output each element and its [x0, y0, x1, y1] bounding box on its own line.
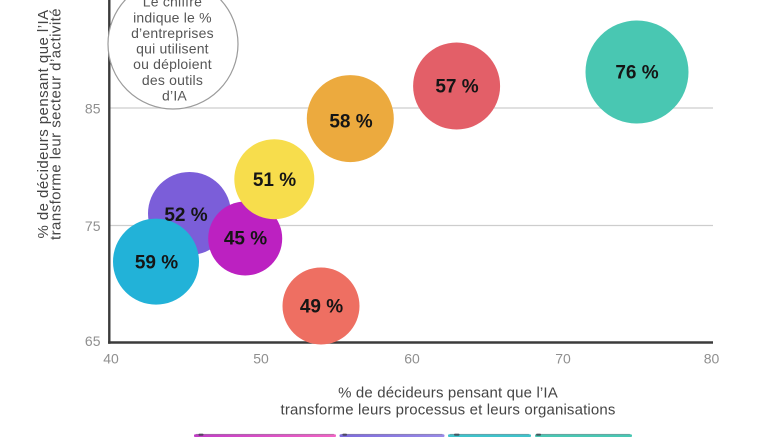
svg-text:59 %: 59 %	[135, 252, 178, 273]
svg-text:40: 40	[103, 351, 119, 367]
svg-text:60: 60	[404, 351, 420, 367]
svg-text:85: 85	[85, 101, 101, 117]
svg-text:% de décideurs pensant que l’I: % de décideurs pensant que l’IA	[35, 9, 52, 238]
svg-text:51 %: 51 %	[253, 170, 296, 191]
svg-text:80: 80	[704, 351, 720, 367]
svg-text:49 %: 49 %	[300, 297, 343, 318]
svg-text:76 %: 76 %	[615, 63, 658, 84]
svg-text:58 %: 58 %	[329, 111, 372, 132]
svg-text:70: 70	[555, 351, 571, 367]
svg-text:75: 75	[85, 218, 101, 234]
svg-text:Le chiffre indique le %: Le chiffre indique le % d’entreprises qu…	[131, 0, 218, 104]
svg-text:transforme leurs processus et: transforme leurs processus et leurs orga…	[281, 402, 616, 419]
svg-text:57 %: 57 %	[435, 77, 478, 98]
svg-text:% de décideurs pensant que l’I: % de décideurs pensant que l’IA	[338, 385, 558, 402]
svg-text:45 %: 45 %	[224, 229, 267, 250]
svg-text:transforme leur secteur d’acti: transforme leur secteur d’activité	[47, 8, 64, 240]
svg-text:52 %: 52 %	[164, 205, 207, 226]
svg-text:65: 65	[85, 333, 101, 349]
svg-text:50: 50	[253, 351, 269, 367]
